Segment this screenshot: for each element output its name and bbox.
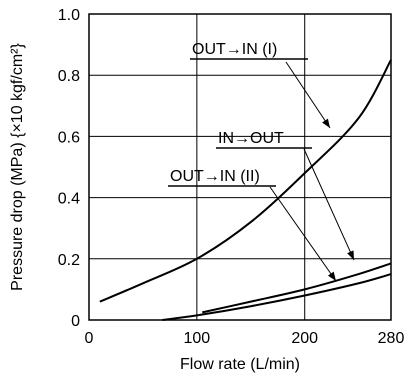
annotation-label-0: OUT→IN (I): [192, 41, 277, 58]
annotation-leader-2: [269, 186, 337, 282]
series-line-1: [202, 262, 392, 314]
annotation-label-1: IN→OUT: [218, 130, 284, 147]
y-tick-labels: 0 0.2 0.4 0.6 0.8 1.0: [58, 7, 80, 330]
annotation-leader-1: [303, 148, 355, 261]
annotation-arrowhead-0: [322, 118, 330, 128]
annotation-arrowhead-1: [347, 250, 354, 260]
series-annotations: OUT→IN (I) IN→OUT OUT→IN (II): [170, 41, 284, 185]
annotation-leaders: [168, 58, 355, 282]
series-lines: [99, 59, 392, 321]
y-tick-label-2: 0.4: [58, 191, 80, 208]
x-tick-label-2: 200: [291, 330, 318, 347]
y-tick-label-5: 1.0: [58, 7, 80, 24]
series-line-0: [99, 59, 392, 303]
annotation-arrowhead-2: [327, 271, 336, 281]
plot-frame: [88, 13, 392, 321]
y-axis-title: Pressure drop (MPa) {×10 kgf/cm²}: [9, 43, 26, 291]
annotation-leader-0: [285, 61, 331, 129]
grid: [89, 14, 391, 320]
x-tick-label-1: 100: [184, 330, 211, 347]
x-axis-title: Flow rate (L/min): [180, 356, 300, 373]
annotation-label-2: OUT→IN (II): [170, 168, 260, 185]
x-tick-labels: 0 100 200 280: [85, 330, 405, 347]
y-tick-label-3: 0.6: [58, 129, 80, 146]
y-tick-label-4: 0.8: [58, 68, 80, 85]
x-tick-label-3: 280: [378, 330, 405, 347]
y-tick-label-0: 0: [71, 313, 80, 330]
x-tick-label-0: 0: [85, 330, 94, 347]
series-line-2: [162, 273, 392, 321]
y-tick-label-1: 0.2: [58, 252, 80, 269]
